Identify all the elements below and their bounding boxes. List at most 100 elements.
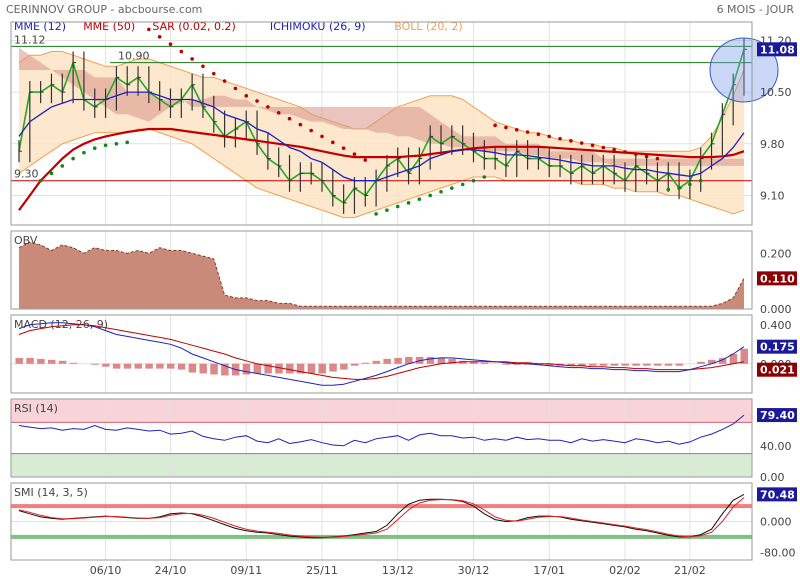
sar-dot: [569, 139, 573, 143]
macd-histogram-bar: [177, 363, 186, 370]
macd-histogram-bar: [286, 363, 294, 374]
x-tick-2: 09/11: [230, 564, 262, 577]
x-tick-3: 25/11: [306, 564, 338, 577]
macd-histogram-bar: [578, 363, 586, 366]
macd-histogram-bar: [134, 363, 143, 369]
macd-histogram-bar: [210, 363, 218, 375]
sar-dot: [677, 186, 681, 190]
smi-y-tick-1: -80.00: [760, 546, 795, 559]
sar-dot: [168, 42, 173, 46]
rsi-label: RSI (14): [14, 402, 58, 415]
rsi-current-badge-bg: [757, 408, 797, 423]
sar-dot: [114, 142, 119, 146]
macd-histogram-bar: [307, 363, 316, 374]
macd-histogram-bar: [145, 363, 153, 369]
macd-y-tick-0: 0.400: [760, 319, 792, 332]
sar-dot: [60, 164, 65, 168]
ichimoku-cloud: [19, 47, 744, 166]
price-y-tick-3: 9.10: [760, 189, 785, 202]
macd-histogram-bar: [47, 359, 56, 364]
sar-dot: [493, 123, 497, 128]
macd-histogram-bar: [740, 348, 748, 364]
support-label: 9.30: [14, 168, 39, 181]
obv-current-badge: 0.110: [760, 272, 795, 285]
smi-signal-line: [18, 497, 745, 538]
macd-histogram-bar: [156, 363, 164, 369]
mme12-line: [18, 91, 745, 182]
macd-histogram-bar: [437, 357, 446, 364]
rsi-oversold-zone: [11, 453, 752, 477]
macd-histogram-bar: [718, 357, 727, 364]
macd-histogram-bar: [102, 363, 110, 367]
obv-label: OBV: [14, 234, 38, 247]
smi-upper-band: [11, 504, 752, 509]
macd-histogram-bar: [545, 363, 554, 366]
obv-y-tick-1: 0.000: [760, 303, 792, 316]
macd-histogram-bar: [188, 363, 197, 373]
macd-histogram-bar: [329, 363, 337, 372]
resistance-label: 10.90: [118, 50, 150, 63]
sar-dot: [125, 140, 130, 145]
rsi-y-tick-1: 0.00: [760, 471, 785, 484]
sar-dot: [374, 212, 378, 216]
macd-histogram-bar: [26, 357, 34, 364]
price-current-badge-bg: [757, 42, 797, 57]
macd-histogram-bar: [589, 363, 597, 366]
legend-item-1: MME (50): [83, 20, 135, 33]
macd-histogram-bar: [91, 363, 99, 365]
macd-histogram-bar: [112, 363, 121, 369]
price-y-tick-2: 9.80: [760, 138, 785, 151]
macd-histogram-bar: [405, 356, 413, 364]
sar-dot: [49, 171, 54, 176]
macd-histogram-bar: [123, 363, 132, 369]
sar-dot: [514, 127, 519, 132]
sar-dot: [698, 178, 703, 183]
macd-signal-line: [18, 324, 745, 380]
macd-histogram-bar: [253, 363, 262, 374]
macd-histogram-bar: [69, 362, 78, 364]
sar-dot: [655, 156, 660, 161]
obv-area: [19, 242, 744, 309]
sar-dot: [439, 189, 443, 194]
obv-y-tick-0: 0.200: [760, 247, 792, 260]
sar-dot: [266, 105, 270, 109]
macd-histogram-bar: [653, 363, 662, 366]
macd-histogram-bar: [372, 360, 381, 364]
x-tick-8: 21/02: [674, 564, 706, 577]
sar-dot: [590, 143, 595, 148]
macd-line: [18, 322, 745, 386]
obv-frame: [10, 230, 753, 310]
sar-dot: [417, 197, 422, 201]
x-tick-6: 17/01: [533, 564, 565, 577]
sar-dot: [71, 156, 75, 161]
sar-dot: [558, 136, 562, 141]
x-tick-0: 06/10: [90, 564, 122, 577]
legend-item-4: BOLL (20, 2): [394, 20, 462, 33]
sar-dot: [633, 152, 638, 156]
bollinger-lower: [18, 128, 745, 219]
sar-dot: [320, 134, 324, 139]
chart-period: 6 MOIS - JOUR: [717, 3, 795, 16]
macd-frame: [10, 314, 753, 394]
legend-item-3: ICHIMOKU (26, 9): [270, 20, 366, 33]
sar-dot: [406, 201, 411, 205]
macd-histogram-bar: [58, 360, 67, 364]
macd-histogram-bar: [426, 356, 435, 364]
macd-label: MACD (12, 26, 9): [14, 318, 108, 331]
smi-label: SMI (14, 3, 5): [14, 486, 88, 499]
sar-dot: [82, 150, 86, 155]
obv-current-badge-bg: [757, 271, 797, 286]
x-tick-4: 13/12: [382, 564, 414, 577]
sar-dot: [38, 178, 43, 183]
sar-dot: [428, 193, 432, 198]
macd-histogram-bar: [697, 361, 705, 364]
macd-histogram-bar: [166, 363, 175, 369]
macd-histogram-bar: [708, 359, 716, 364]
obv-line: [18, 241, 745, 307]
macd-histogram-bar: [242, 363, 251, 375]
macd-histogram-bar: [15, 357, 23, 364]
macd-histogram-bar: [729, 354, 738, 364]
smi-y-tick-0: 0.000: [760, 516, 792, 529]
rsi-frame: [10, 398, 753, 478]
macd-histogram-bar: [567, 363, 575, 366]
